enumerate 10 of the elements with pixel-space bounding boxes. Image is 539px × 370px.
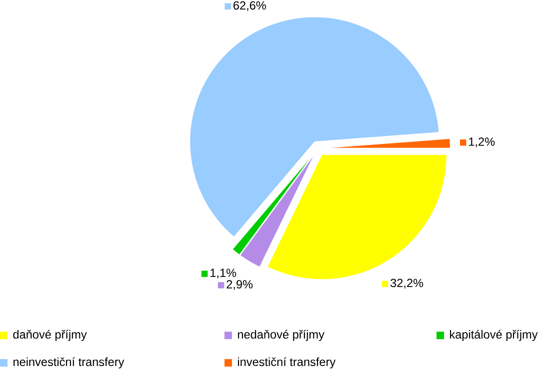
data-label: 32,2% [390, 278, 424, 289]
data-label: 1,1% [210, 268, 236, 279]
data-label: 2,9% [226, 280, 253, 290]
data-label: 62,6% [234, 1, 266, 12]
legend-label: kapitálové příjmy [450, 330, 538, 342]
data-label: 1,2% [469, 138, 495, 148]
legend-label: daňové příjmy [13, 330, 87, 342]
legend-label: nedaňové příjmy [238, 330, 324, 342]
legend-label: investiční transfery [238, 357, 336, 369]
legend-label: neinvestiční transfery [14, 357, 124, 369]
